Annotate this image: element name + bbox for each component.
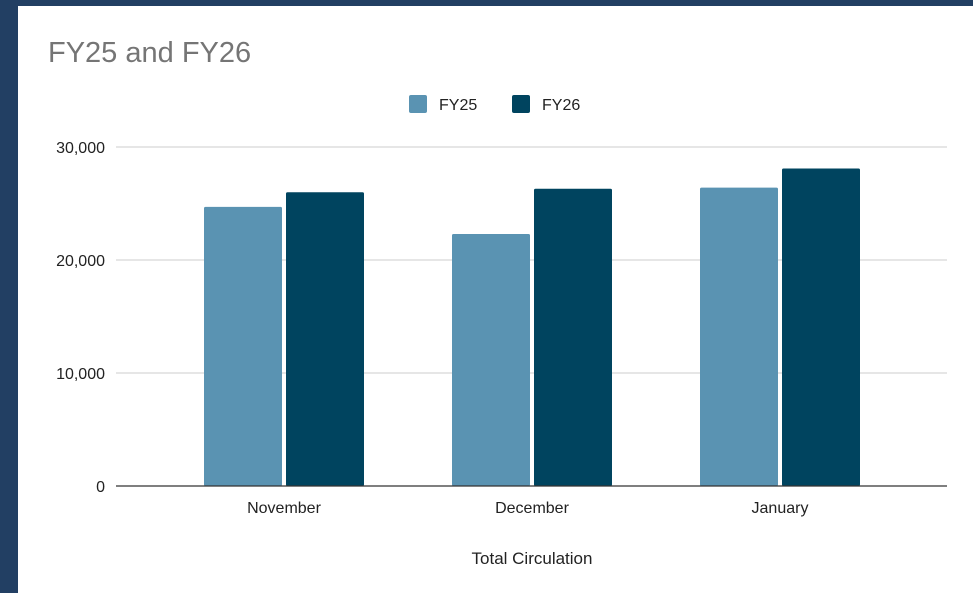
chart-title: FY25 and FY26 [48, 37, 252, 69]
x-axis-title: Total Circulation [472, 549, 593, 568]
y-tick-label: 10,000 [56, 366, 105, 383]
bar-fy26-december [534, 188, 612, 486]
chart-card: FY25 and FY26 0 10,000 20,000 30,000 Novembe… [18, 6, 973, 593]
y-tick-label: 20,000 [56, 253, 105, 270]
legend: FY25 FY26 [409, 95, 580, 114]
y-tick-label: 0 [96, 479, 105, 496]
legend-label-fy25: FY25 [439, 97, 477, 114]
axes: 0 10,000 20,000 30,000 November December Janua… [56, 140, 947, 517]
bar-fy25-december [452, 234, 530, 486]
y-tick-label: 30,000 [56, 140, 105, 157]
legend-swatch-fy25 [409, 95, 427, 113]
bars [204, 168, 860, 486]
x-tick-label: November [247, 500, 321, 517]
legend-label-fy26: FY26 [542, 97, 580, 114]
x-tick-label: December [495, 500, 569, 517]
bar-chart: 0 10,000 20,000 30,000 November December Janua… [56, 95, 947, 568]
bar-fy26-november [286, 192, 364, 486]
bar-fy26-january [782, 168, 860, 486]
bar-fy25-january [700, 187, 778, 486]
legend-swatch-fy26 [512, 95, 530, 113]
x-tick-label: January [752, 500, 809, 517]
bar-fy25-november [204, 206, 282, 486]
